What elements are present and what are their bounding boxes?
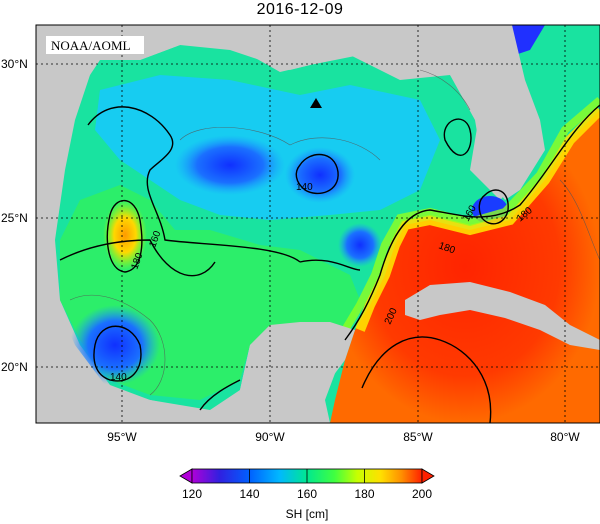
yucatan-land (230, 322, 355, 423)
low-eddy-center (285, 147, 355, 203)
low-eddy-campeche (70, 305, 160, 385)
x-tick-80w: 80°W (550, 430, 580, 444)
x-tick-85w: 85°W (403, 430, 433, 444)
y-tick-20n: 20°N (1, 360, 28, 374)
grid-lines (36, 25, 600, 423)
colorbar-min-arrow (179, 468, 193, 484)
x-tick-90w: 90°W (255, 430, 285, 444)
y-tick-25n: 25°N (1, 211, 28, 225)
colorbar-title: SH [cm] (286, 507, 329, 521)
station-marker-triangle (310, 98, 322, 108)
florida-land (450, 25, 545, 200)
map-plot-area: 140 160 180 160 180 180 200 140 NOAA/AOM… (36, 25, 600, 423)
colorbar-tick-200: 200 (412, 487, 432, 501)
contour-label-8: 140 (110, 372, 127, 383)
contour-lines (59, 104, 600, 423)
colorbar-max-arrow (421, 468, 435, 484)
colorbar: 120 140 160 180 200 SH [cm] (179, 468, 435, 521)
low-eddy-south (338, 223, 382, 267)
colorbar-tick-140: 140 (239, 487, 259, 501)
high-eddy-west (103, 200, 147, 270)
watermark-box (46, 36, 144, 54)
watermark-label: NOAA/AOML (51, 38, 131, 53)
cuba-land (405, 282, 600, 350)
plot-frame (35, 24, 600, 424)
loop-current-edge (355, 106, 600, 332)
y-tick-30n: 30°N (1, 57, 28, 71)
x-tick-95w: 95°W (107, 430, 137, 444)
colorbar-tick-120: 120 (182, 487, 202, 501)
colorbar-tick-160: 160 (297, 487, 317, 501)
map-title: 2016-12-09 (256, 1, 344, 18)
low-eddy-west (175, 135, 285, 195)
minor-contours (69, 69, 600, 396)
loop-current-edge-outer (341, 96, 600, 333)
contour-label-1: 140 (296, 182, 313, 193)
low-atlantic-corner (510, 25, 545, 55)
caribbean-high (330, 110, 600, 423)
colorbar-tick-180: 180 (354, 487, 374, 501)
us-coast-land (36, 25, 600, 423)
